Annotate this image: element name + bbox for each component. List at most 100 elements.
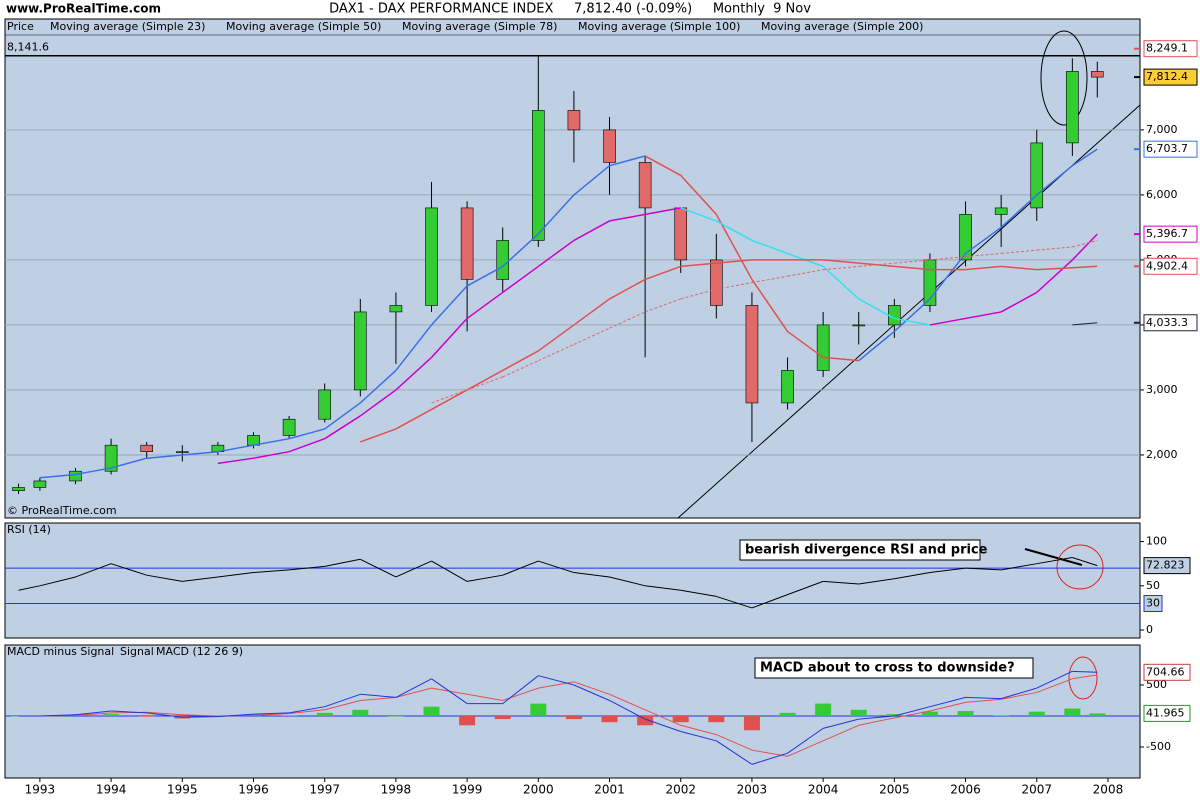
series-line bbox=[111, 710, 147, 714]
series-line bbox=[75, 712, 112, 716]
value-box-label: 72.823 bbox=[1146, 559, 1185, 572]
series-line bbox=[1000, 194, 1038, 228]
histogram-bar bbox=[103, 714, 120, 716]
series-line bbox=[288, 428, 325, 440]
series-line bbox=[1071, 233, 1098, 261]
candle-body bbox=[175, 451, 189, 453]
x-tick-label: 2002 bbox=[665, 783, 696, 797]
series-line bbox=[146, 711, 183, 716]
series-line bbox=[289, 709, 325, 715]
series-line bbox=[324, 700, 361, 711]
series-line bbox=[929, 256, 966, 261]
x-tick-label: 1998 bbox=[381, 783, 412, 797]
series-line bbox=[573, 298, 610, 326]
value-box-label: 704.66 bbox=[1146, 665, 1185, 678]
series-line bbox=[75, 710, 112, 716]
series-line bbox=[929, 696, 966, 708]
x-tick-label: 2006 bbox=[950, 783, 981, 797]
series-line bbox=[858, 262, 895, 267]
series-line bbox=[751, 752, 788, 765]
series-line bbox=[1001, 249, 1037, 254]
series-line bbox=[965, 698, 1002, 703]
value-box bbox=[1143, 68, 1198, 86]
series-line bbox=[609, 213, 646, 222]
candle-body bbox=[816, 324, 830, 371]
legend-entry: Price bbox=[7, 20, 34, 33]
series-line bbox=[1072, 670, 1098, 673]
series-line bbox=[680, 589, 717, 597]
series-line bbox=[680, 724, 717, 736]
series-line bbox=[289, 706, 325, 714]
series-line bbox=[787, 330, 824, 359]
histogram-bar bbox=[387, 715, 404, 717]
histogram-bar bbox=[779, 712, 796, 716]
series-line bbox=[395, 356, 433, 391]
series-line bbox=[751, 275, 788, 284]
series-line bbox=[502, 675, 539, 704]
series-line bbox=[716, 595, 753, 609]
series-line bbox=[680, 207, 717, 222]
series-line bbox=[716, 734, 753, 751]
highlight-ellipse bbox=[1040, 30, 1088, 126]
value-box bbox=[1143, 595, 1163, 612]
series-line bbox=[1000, 291, 1038, 313]
series-line bbox=[929, 567, 966, 574]
series-line bbox=[431, 678, 468, 705]
histogram-bar bbox=[886, 714, 903, 716]
series-line bbox=[965, 252, 1002, 258]
value-box bbox=[1143, 257, 1198, 275]
series-line bbox=[965, 265, 1002, 271]
series-line bbox=[680, 174, 717, 215]
series-line bbox=[359, 369, 397, 404]
x-tick-label: 2001 bbox=[594, 783, 625, 797]
histogram-bar bbox=[708, 715, 725, 723]
candle-body bbox=[781, 370, 794, 404]
series-line bbox=[360, 558, 397, 578]
series-line bbox=[822, 265, 860, 300]
x-tick-label: 2004 bbox=[808, 783, 839, 797]
legend-entry: Signal bbox=[120, 645, 154, 658]
series-line bbox=[75, 467, 112, 476]
series-line bbox=[75, 563, 112, 578]
histogram-bar bbox=[921, 711, 938, 716]
series-line bbox=[253, 569, 290, 574]
series-line bbox=[787, 269, 824, 277]
candle-body bbox=[318, 389, 332, 420]
series-line bbox=[680, 262, 717, 268]
series-line bbox=[1001, 563, 1037, 571]
series-line bbox=[644, 155, 682, 177]
histogram-bar bbox=[815, 703, 832, 716]
series-line bbox=[609, 693, 646, 711]
series-line bbox=[715, 220, 753, 242]
series-line bbox=[395, 560, 432, 578]
candle-body bbox=[389, 305, 403, 313]
series-line bbox=[965, 226, 1002, 255]
value-box-label: 4,902.4 bbox=[1146, 259, 1188, 272]
panel-title: RSI (14) bbox=[7, 523, 51, 536]
candle-body bbox=[852, 324, 866, 327]
candle-body bbox=[425, 207, 438, 306]
series-line bbox=[146, 454, 183, 459]
histogram-bar bbox=[174, 715, 191, 719]
x-tick-label: 1999 bbox=[452, 783, 483, 797]
histogram-bar bbox=[316, 712, 333, 716]
series-line bbox=[289, 565, 325, 571]
series-line bbox=[644, 709, 681, 726]
series-line bbox=[18, 585, 40, 591]
series-line bbox=[1036, 259, 1073, 293]
x-tick-label: 2000 bbox=[523, 783, 554, 797]
series-line bbox=[467, 574, 503, 582]
candle-body bbox=[282, 418, 296, 436]
series-line bbox=[502, 350, 539, 372]
series-line bbox=[538, 675, 575, 686]
y-tick-label: -500 bbox=[1146, 740, 1171, 753]
candle-body bbox=[959, 214, 972, 261]
candle-body bbox=[710, 259, 723, 306]
series-line bbox=[1036, 246, 1073, 251]
series-line bbox=[893, 298, 931, 332]
series-line bbox=[645, 585, 681, 591]
series-line bbox=[395, 687, 432, 698]
value-box-label: 41.965 bbox=[1146, 706, 1185, 719]
series-line bbox=[146, 712, 183, 718]
series-line bbox=[502, 233, 539, 267]
